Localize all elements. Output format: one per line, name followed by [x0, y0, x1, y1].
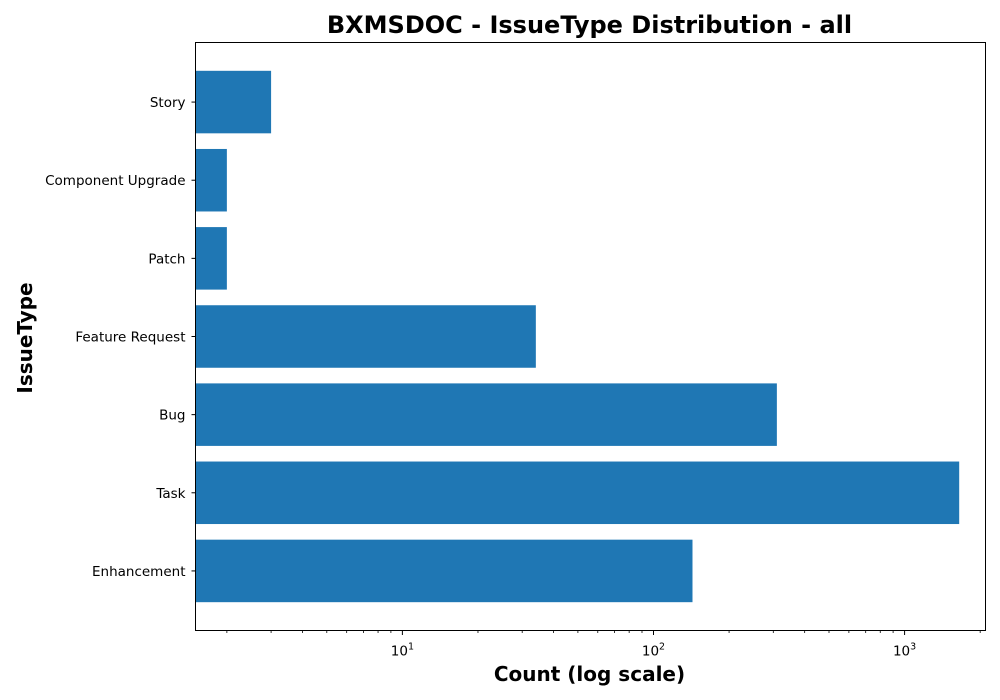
y-tick-label-component-upgrade: Component Upgrade: [45, 173, 185, 189]
y-axis-title: IssueType: [13, 282, 37, 393]
y-axis-ticks: Enhancement Task Bug Feature Request Patch Co…: [45, 95, 196, 580]
bar-enhancement: [195, 539, 693, 603]
x-tick-label: 101: [391, 642, 414, 660]
bar-task: [195, 461, 960, 525]
y-tick-label-task: Task: [155, 486, 185, 502]
bar-bug: [195, 383, 777, 446]
bars-group: [195, 70, 960, 603]
y-tick-label-feature-request: Feature Request: [75, 330, 185, 346]
y-tick-label-patch: Patch: [148, 251, 185, 267]
x-tick-label: 103: [893, 642, 916, 660]
y-tick-label-bug: Bug: [159, 408, 185, 424]
bar-patch: [195, 227, 227, 290]
bar-feature-request: [195, 305, 536, 368]
chart-title: BXMSDOC - IssueType Distribution - all: [327, 11, 852, 39]
x-tick-label: 102: [642, 642, 665, 660]
x-axis-ticks: 101 102 103: [226, 630, 981, 660]
bar-story: [195, 70, 272, 134]
x-axis-title: Count (log scale): [494, 662, 685, 686]
plot-frame: [195, 42, 986, 631]
y-tick-label-story: Story: [150, 95, 186, 111]
y-tick-label-enhancement: Enhancement: [92, 564, 186, 580]
bar-component-upgrade: [195, 148, 227, 212]
